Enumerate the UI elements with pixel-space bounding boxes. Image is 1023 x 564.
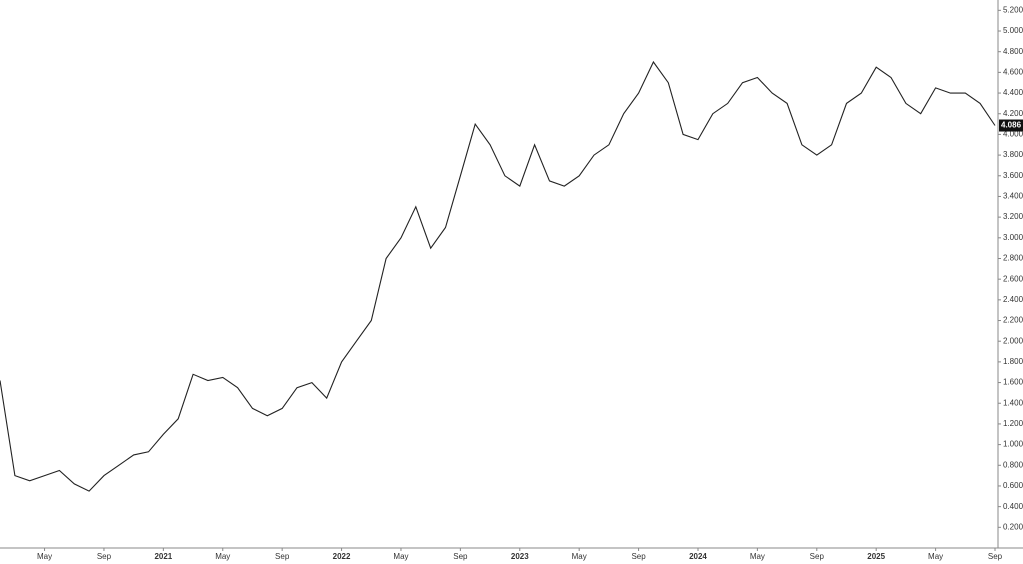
x-tick-label: Sep — [988, 552, 1003, 561]
y-tick-label: 2.600 — [1003, 274, 1023, 283]
x-tick-label: Sep — [631, 552, 646, 561]
x-tick-label: 2022 — [333, 552, 351, 561]
y-tick-label: 3.200 — [1003, 212, 1023, 221]
y-tick-label: 5.000 — [1003, 26, 1023, 35]
x-tick-label: Sep — [275, 552, 290, 561]
y-tick-label: 4.600 — [1003, 67, 1023, 76]
y-tick-label: 5.200 — [1003, 5, 1023, 14]
x-tick-label: 2021 — [154, 552, 172, 561]
y-tick-label: 4.800 — [1003, 47, 1023, 56]
x-tick-label: Sep — [97, 552, 112, 561]
y-tick-label: 0.600 — [1003, 481, 1023, 490]
y-tick-label: 2.800 — [1003, 254, 1023, 263]
x-tick-label: Sep — [453, 552, 468, 561]
y-tick-label: 0.400 — [1003, 502, 1023, 511]
y-tick-label: 4.400 — [1003, 88, 1023, 97]
x-tick-label: May — [928, 552, 943, 561]
y-tick-label: 0.800 — [1003, 460, 1023, 469]
y-tick-label: 4.000 — [1003, 130, 1023, 139]
x-tick-label: May — [750, 552, 765, 561]
y-tick-label: 3.800 — [1003, 150, 1023, 159]
y-tick-label: 1.600 — [1003, 378, 1023, 387]
y-tick-label: 0.200 — [1003, 522, 1023, 531]
x-tick-label: 2024 — [689, 552, 707, 561]
y-tick-label: 2.200 — [1003, 316, 1023, 325]
x-tick-label: May — [37, 552, 52, 561]
price-line — [0, 60, 996, 492]
x-tick-label: May — [215, 552, 230, 561]
y-tick-label: 4.200 — [1003, 109, 1023, 118]
x-tick-label: Sep — [810, 552, 825, 561]
y-tick-label: 1.800 — [1003, 357, 1023, 366]
y-tick-label: 1.000 — [1003, 440, 1023, 449]
y-tick-label: 2.400 — [1003, 295, 1023, 304]
x-tick-label: May — [572, 552, 587, 561]
x-tick-label: 2023 — [511, 552, 529, 561]
x-tick-label: May — [393, 552, 408, 561]
y-tick-label: 3.400 — [1003, 192, 1023, 201]
y-tick-label: 2.000 — [1003, 336, 1023, 345]
y-tick-label: 1.200 — [1003, 419, 1023, 428]
last-value-label: 4.086 — [1001, 121, 1022, 130]
y-tick-label: 1.400 — [1003, 398, 1023, 407]
x-tick-label: 2025 — [867, 552, 885, 561]
last-value-box — [999, 119, 1023, 132]
y-tick-label: 3.000 — [1003, 233, 1023, 242]
y-tick-label: 3.600 — [1003, 171, 1023, 180]
